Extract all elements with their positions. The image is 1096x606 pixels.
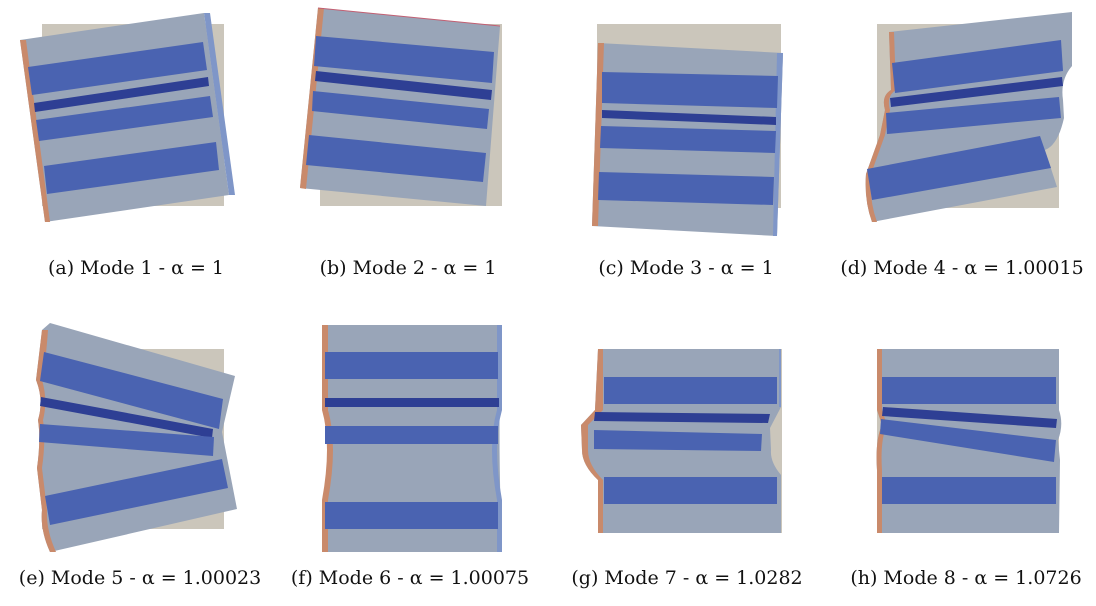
stiff-layer-3: [882, 477, 1056, 504]
stiff-layer-1: [604, 377, 777, 404]
caption-c: (c) Mode 3 - α = 1: [598, 257, 774, 279]
outline: [317, 7, 501, 27]
stiff-layer-2: [886, 97, 1061, 134]
stiff-layer-1: [325, 352, 498, 379]
panel-g: [581, 349, 782, 533]
thin-layer: [594, 412, 770, 423]
left-edge-band: [36, 330, 56, 552]
stiff-layer-2: [594, 430, 762, 451]
left-edge-band: [592, 43, 604, 226]
left-edge-band: [20, 40, 50, 222]
caption-a: (a) Mode 1 - α = 1: [47, 257, 225, 279]
left-edge-band: [865, 32, 896, 222]
caption-b: (b) Mode 2 - α = 1: [319, 257, 497, 279]
panels-layer: [20, 7, 1072, 552]
panel-c: [592, 24, 783, 236]
panel-f: [322, 325, 502, 552]
stiff-layer-1: [892, 40, 1063, 93]
thin-layer: [602, 110, 776, 125]
stiff-layer-1: [882, 377, 1056, 404]
stiff-layer-3: [306, 135, 486, 182]
stiff-layer-3: [44, 142, 219, 194]
left-edge-band: [581, 349, 603, 533]
panel-b: [300, 7, 502, 206]
caption-h: (h) Mode 8 - α = 1.0726: [850, 567, 1082, 589]
caption-f: (f) Mode 6 - α = 1.00075: [290, 567, 530, 589]
right-edge-band: [204, 13, 235, 195]
caption-g: (g) Mode 7 - α = 1.0282: [571, 567, 803, 589]
stiff-layer-3: [325, 502, 498, 529]
thin-layer: [315, 71, 492, 100]
right-edge-band: [779, 349, 781, 407]
panel-h: [876, 349, 1062, 533]
caption-d: (d) Mode 4 - α = 1.00015: [840, 257, 1084, 279]
stiff-layer-3: [867, 136, 1051, 200]
panel-e: [36, 323, 237, 552]
thin-layer: [34, 77, 209, 112]
thin-layer: [40, 397, 213, 438]
stiff-layer-2: [312, 91, 489, 129]
left-edge-band: [876, 349, 887, 533]
stiff-layer-2: [36, 96, 213, 141]
thin-layer: [882, 407, 1057, 428]
stiff-layer-2: [39, 424, 214, 456]
caption-e: (e) Mode 5 - α = 1.00023: [18, 567, 262, 589]
stiff-layer-1: [28, 42, 207, 95]
right-edge-band: [773, 53, 783, 236]
panel-d: [865, 12, 1072, 222]
stiff-layer-2: [600, 126, 776, 153]
thin-layer: [890, 77, 1063, 107]
panel-a: [20, 13, 235, 222]
thin-layer: [325, 398, 499, 407]
stiff-layer-3: [45, 459, 228, 525]
stiff-layer-2: [880, 419, 1056, 462]
stiff-layer-1: [314, 36, 494, 83]
stiff-layer-3: [604, 477, 777, 504]
stiff-layer-1: [40, 352, 223, 429]
stiff-layer-2: [325, 426, 498, 444]
stiff-layer-1: [602, 72, 778, 108]
stiff-layer-3: [598, 172, 774, 205]
